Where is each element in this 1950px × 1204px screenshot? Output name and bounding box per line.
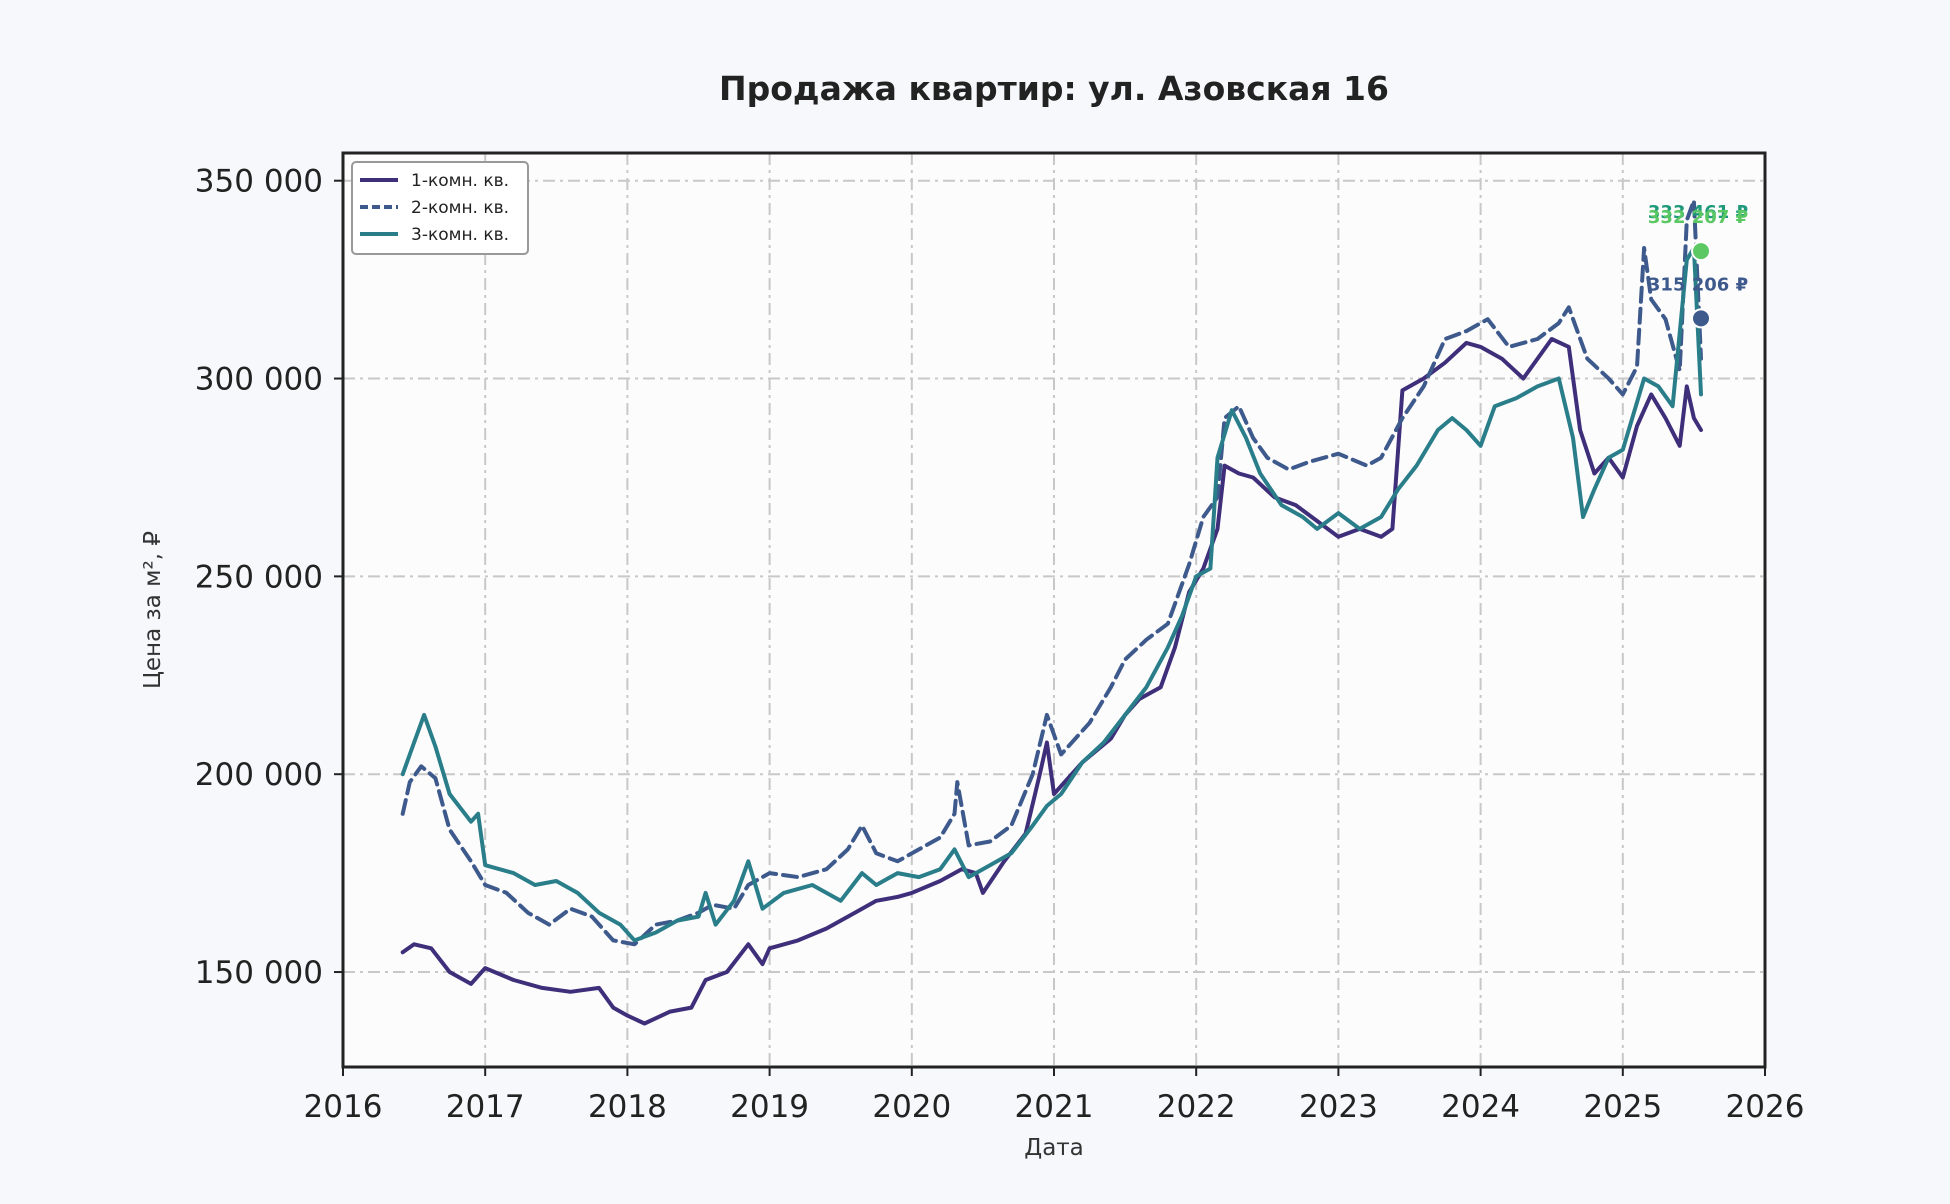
y-axis-ticks: 150 000 200 000 250 000 300 000 350 000 <box>195 164 343 991</box>
chart-title: Продажа квартир: ул. Азовская 16 <box>719 69 1389 108</box>
x-tick-label: 2026 <box>1726 1089 1805 1125</box>
end-marker <box>1691 241 1712 262</box>
x-tick-label: 2016 <box>304 1089 383 1125</box>
x-tick-label: 2021 <box>1015 1089 1094 1125</box>
legend-label: 1-комн. кв. <box>411 171 509 191</box>
y-tick-label: 150 000 <box>195 955 323 991</box>
series-layer <box>400 198 1703 1026</box>
end-marker <box>1691 308 1712 329</box>
series-line-3 <box>400 246 1703 943</box>
annotations: 333 461 ₽332 207 ₽ 315 206 ₽ <box>1648 202 1748 295</box>
x-tick-label: 2019 <box>730 1089 809 1125</box>
y-tick-label: 350 000 <box>195 164 323 200</box>
x-tick-label: 2018 <box>588 1089 667 1125</box>
x-tick-label: 2024 <box>1441 1089 1520 1125</box>
y-tick-label: 200 000 <box>195 757 323 793</box>
x-axis-label: Дата <box>1024 1135 1084 1161</box>
x-tick-label: 2020 <box>872 1089 951 1125</box>
x-tick-label: 2025 <box>1583 1089 1662 1125</box>
y-axis-label: Цена за м², ₽ <box>140 531 166 689</box>
y-tick-label: 250 000 <box>195 559 323 595</box>
legend-label: 3-комн. кв. <box>411 225 509 245</box>
y-tick-label: 300 000 <box>195 362 323 398</box>
value-annotation: 315 206 ₽ <box>1648 274 1748 295</box>
x-tick-label: 2017 <box>446 1089 525 1125</box>
x-axis-ticks: 2016 2017 2018 2019 2020 2021 2022 2023 2024 2025… <box>304 1067 1805 1125</box>
x-tick-label: 2023 <box>1299 1089 1378 1125</box>
legend-box <box>351 161 529 255</box>
legend: 1-комн. кв. 2-комн. кв. 3-комн. кв. <box>351 161 529 255</box>
end-markers <box>1691 241 1712 329</box>
value-annotation: 333 461 ₽ <box>1648 202 1748 223</box>
legend-label: 2-комн. кв. <box>411 198 509 218</box>
x-tick-label: 2022 <box>1157 1089 1236 1125</box>
series-line-2 <box>400 198 1703 947</box>
value-annotation: 332 207 ₽ <box>1648 207 1748 228</box>
